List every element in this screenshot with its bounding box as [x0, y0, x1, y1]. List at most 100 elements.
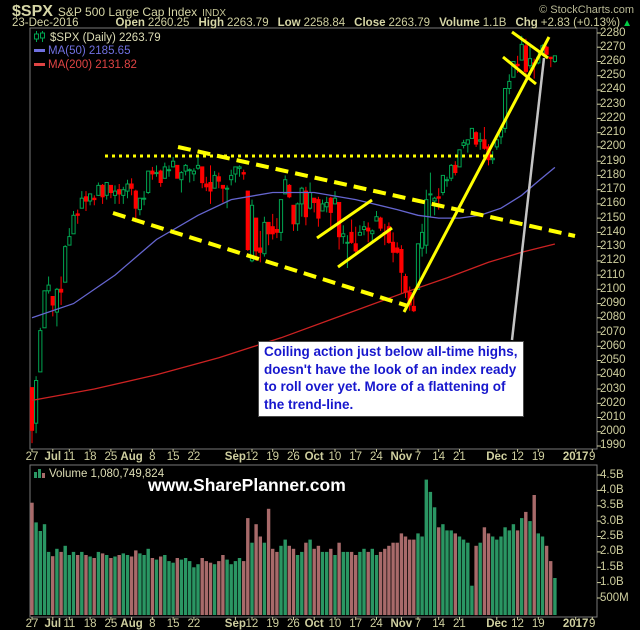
candle-body	[183, 164, 188, 172]
date-label: 26	[287, 618, 300, 630]
volume-bar	[84, 555, 88, 615]
volume-bar	[208, 562, 213, 615]
candle-body	[395, 247, 400, 253]
volume-bar	[171, 562, 175, 615]
annotation-callout: Coiling action just below all-time highs…	[258, 341, 524, 417]
date-label: 9	[589, 618, 596, 630]
candle-body	[378, 217, 383, 229]
candle-body	[204, 183, 209, 188]
volume-bar	[374, 555, 379, 615]
candle-body	[436, 196, 441, 199]
volume-bar	[266, 508, 271, 615]
price-axis-label: 2000	[600, 425, 626, 438]
volume-bar	[449, 530, 453, 615]
candle-body	[390, 241, 396, 253]
candle-body	[100, 184, 105, 198]
price-axis-label: 2220	[600, 111, 626, 124]
candle-body	[71, 214, 76, 235]
volume-bar	[325, 551, 329, 615]
date-label: Nov	[390, 451, 413, 463]
candle-body	[503, 88, 508, 129]
quote-value: 2258.84	[303, 17, 346, 29]
quote-value: 2263.79	[388, 17, 431, 29]
volume-bar	[445, 530, 449, 615]
candle-body	[75, 213, 80, 216]
candle-body	[179, 172, 184, 181]
rally-trendline	[402, 36, 551, 313]
volume-bar	[553, 578, 557, 615]
volume-bar	[167, 561, 171, 615]
volume-bar	[179, 559, 184, 615]
lower-dashed-trendline	[112, 211, 409, 308]
volume-bar	[524, 511, 528, 615]
candle-body	[399, 249, 404, 273]
date-label: 14	[432, 451, 446, 463]
price-axis-label: 2170	[600, 183, 626, 196]
quote-value: 2263.79	[227, 17, 269, 29]
volume-bar	[92, 558, 96, 615]
candle-body	[216, 176, 221, 182]
volume-axis-label: 4.5B	[600, 468, 624, 481]
date-label: 10	[328, 618, 342, 630]
candle-body	[494, 139, 499, 148]
volume-axis-label: 2.0B	[600, 545, 624, 558]
volume-bar	[499, 536, 503, 615]
price-axis-label: 2090	[600, 297, 626, 310]
volume-bar	[295, 555, 300, 615]
price-axis-label: 2080	[600, 311, 626, 324]
date-label: Sep	[224, 618, 246, 630]
volume-bar	[453, 533, 457, 615]
candle-body	[129, 183, 134, 189]
date-label: 19	[531, 618, 545, 630]
candle-body	[370, 230, 375, 235]
date-label: Aug	[120, 451, 143, 463]
candle-body	[349, 231, 354, 243]
candle-body	[92, 197, 97, 201]
candle-body	[515, 63, 520, 67]
candle-body	[465, 139, 470, 145]
quote-date: 23-Dec-2016	[12, 17, 79, 29]
date-label: 22	[187, 618, 201, 630]
candle-body	[88, 193, 93, 202]
date-label: Dec	[486, 618, 508, 630]
ma50-line	[31, 166, 556, 319]
volume-bar	[163, 555, 167, 615]
october-flag-upper	[316, 198, 373, 240]
volume-bar	[200, 558, 204, 615]
candle-body	[38, 330, 43, 373]
price-axis-label: 2050	[600, 354, 626, 367]
volume-bar	[30, 502, 34, 615]
candle-body	[142, 197, 147, 200]
date-label: 19	[266, 618, 280, 630]
date-label: 15	[166, 618, 180, 630]
volume-bar	[333, 555, 337, 615]
price-axis-label: 2160	[600, 197, 626, 210]
candle-body	[112, 190, 118, 196]
candle-body	[457, 149, 462, 168]
candle-body	[444, 179, 450, 182]
volume-bar	[258, 536, 262, 615]
volume-bar	[383, 548, 387, 615]
date-label: Jul	[44, 618, 62, 630]
volume-axis-label: 2.5B	[600, 530, 624, 543]
candle-body	[303, 190, 308, 218]
candle-body	[208, 182, 213, 192]
volume-bar	[63, 545, 67, 616]
candle-body	[361, 226, 367, 230]
volume-pane-border	[29, 464, 598, 618]
date-label: 22	[187, 451, 201, 463]
candle-body	[162, 166, 167, 179]
price-axis-label: 2150	[600, 211, 626, 224]
pennant-lower	[502, 55, 537, 86]
volume-legend: Volume 1,080,749,824	[34, 468, 164, 480]
volume-bar	[412, 539, 416, 615]
volume-bar	[391, 542, 395, 615]
volume-bar	[233, 561, 238, 615]
price-axis-label: 2190	[600, 154, 626, 167]
date-label: 12	[245, 451, 259, 463]
legend-main-label: $SPX (Daily) 2263.79	[50, 32, 161, 44]
price-axis-label: 2110	[600, 268, 625, 281]
date-label: 12	[511, 618, 524, 630]
volume-bar	[486, 533, 491, 615]
